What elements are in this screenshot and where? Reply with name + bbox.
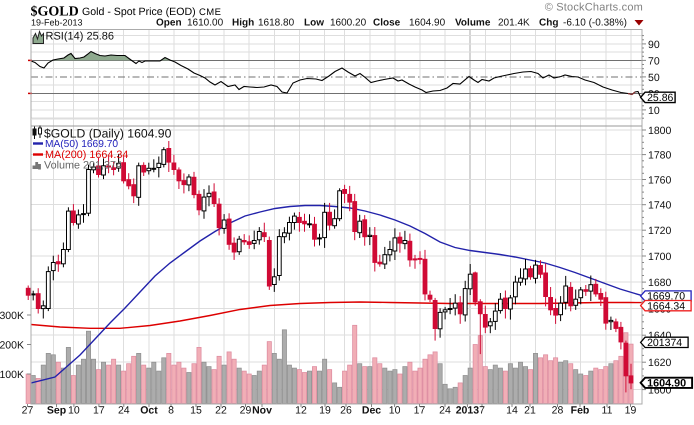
svg-text:2013: 2013	[456, 405, 480, 417]
svg-text:Gold - Spot Price (EOD): Gold - Spot Price (EOD)	[82, 6, 196, 18]
svg-text:1604.90: 1604.90	[647, 378, 686, 390]
svg-text:1618.80: 1618.80	[258, 18, 295, 29]
svg-text:200K: 200K	[0, 340, 24, 352]
svg-text:17: 17	[93, 405, 105, 417]
svg-text:1760: 1760	[648, 175, 672, 187]
svg-text:21: 21	[524, 405, 536, 417]
svg-text:22: 22	[215, 405, 227, 417]
svg-text:1664.34: 1664.34	[647, 300, 685, 312]
svg-text:19: 19	[319, 405, 331, 417]
svg-text:8: 8	[168, 405, 174, 417]
svg-text:-6.10 (-0.38%): -6.10 (-0.38%)	[563, 18, 627, 29]
svg-text:Chg: Chg	[539, 18, 558, 29]
svg-text:High: High	[232, 18, 254, 29]
svg-text:10: 10	[648, 105, 660, 117]
svg-text:14: 14	[506, 405, 518, 417]
svg-text:$GOLD: $GOLD	[31, 5, 79, 20]
svg-text:1680: 1680	[648, 277, 672, 289]
svg-text:10: 10	[389, 405, 401, 417]
svg-text:25.86: 25.86	[647, 92, 673, 104]
svg-text:Sep: Sep	[47, 405, 66, 417]
svg-text:Volume 201,374: Volume 201,374	[44, 160, 122, 172]
svg-text:24: 24	[439, 405, 451, 417]
svg-text:29: 29	[240, 405, 252, 417]
svg-text:7: 7	[479, 405, 485, 417]
svg-text:Close: Close	[373, 18, 401, 29]
svg-text:$GOLD (Daily) 1604.90: $GOLD (Daily) 1604.90	[44, 127, 172, 141]
svg-text:19-Feb-2013: 19-Feb-2013	[31, 18, 83, 28]
svg-text:26: 26	[340, 405, 352, 417]
svg-text:Volume: Volume	[455, 18, 491, 29]
svg-text:70: 70	[648, 55, 660, 67]
svg-text:100K: 100K	[0, 369, 24, 381]
svg-text:27: 27	[22, 405, 34, 417]
svg-text:Open: Open	[156, 18, 182, 29]
svg-text:MA(200) 1664.34: MA(200) 1664.34	[45, 149, 128, 161]
svg-text:1740: 1740	[648, 200, 672, 212]
svg-text:1780: 1780	[648, 150, 672, 162]
svg-text:15: 15	[190, 405, 202, 417]
svg-text:201374: 201374	[647, 337, 682, 349]
svg-text:1600.20: 1600.20	[330, 18, 367, 29]
svg-text:28: 28	[552, 405, 564, 417]
svg-text:1610.00: 1610.00	[187, 18, 224, 29]
svg-text:Oct: Oct	[140, 405, 158, 417]
svg-text:17: 17	[414, 405, 426, 417]
svg-text:Nov: Nov	[252, 405, 272, 417]
svg-text:201.4K: 201.4K	[498, 18, 530, 29]
svg-text:300K: 300K	[0, 310, 24, 322]
svg-text:© StockCharts.com: © StockCharts.com	[545, 2, 643, 14]
svg-text:90: 90	[648, 39, 660, 51]
svg-text:Dec: Dec	[362, 405, 381, 417]
svg-text:Low: Low	[304, 18, 324, 29]
svg-text:Feb: Feb	[571, 405, 590, 417]
svg-text:1604.90: 1604.90	[409, 18, 446, 29]
svg-text:1800: 1800	[648, 125, 672, 137]
svg-text:RSI(14) 25.86: RSI(14) 25.86	[46, 31, 114, 43]
svg-text:1720: 1720	[648, 225, 672, 237]
svg-text:50: 50	[648, 72, 660, 84]
svg-text:19: 19	[625, 405, 637, 417]
svg-text:1669.70: 1669.70	[647, 291, 685, 303]
svg-text:11: 11	[602, 405, 613, 417]
svg-text:24: 24	[118, 405, 130, 417]
svg-text:1700: 1700	[648, 251, 672, 263]
svg-text:1620: 1620	[648, 357, 672, 369]
svg-text:MA(50) 1669.70: MA(50) 1669.70	[45, 139, 118, 150]
svg-text:10: 10	[68, 405, 80, 417]
svg-text:CME: CME	[199, 7, 221, 18]
svg-text:12: 12	[295, 405, 307, 417]
